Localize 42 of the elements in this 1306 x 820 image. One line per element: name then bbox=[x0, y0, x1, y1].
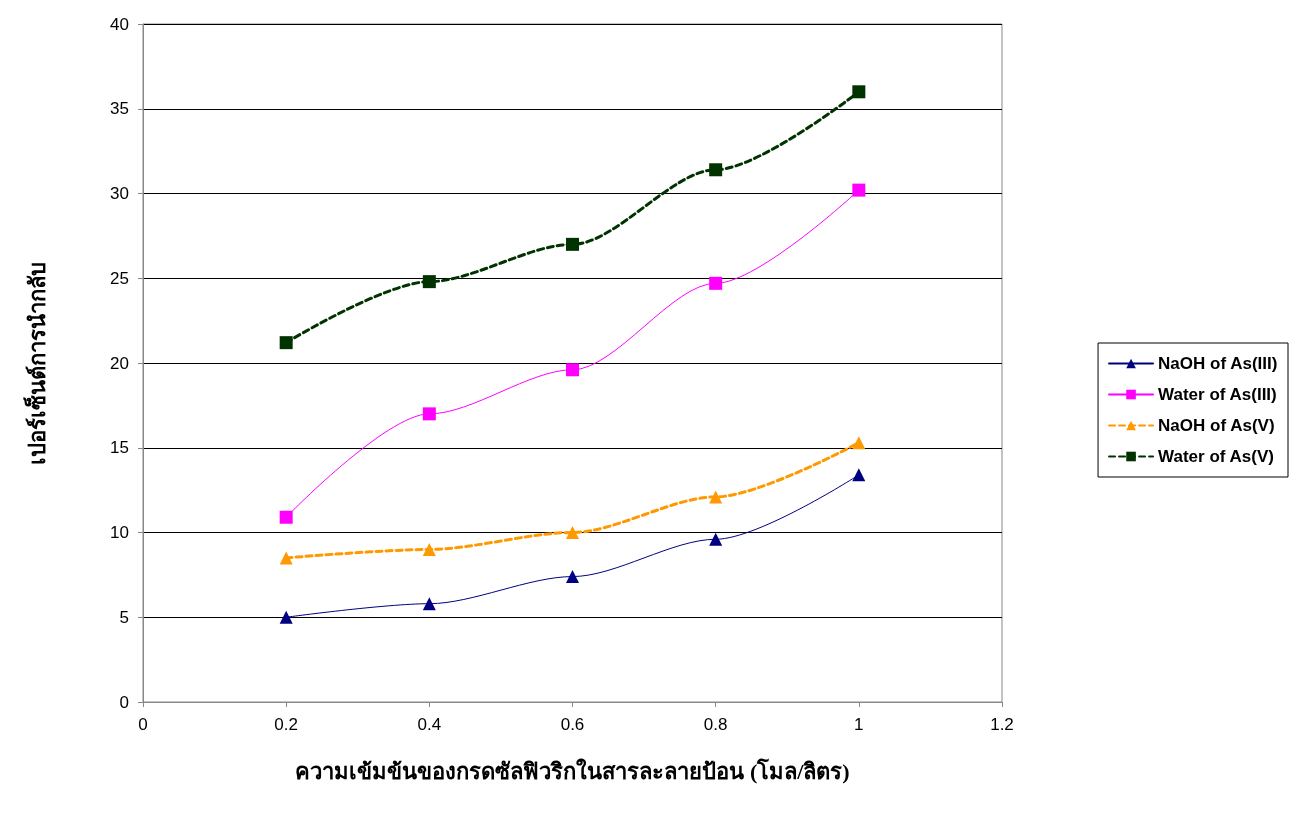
point bbox=[852, 85, 866, 99]
point bbox=[566, 570, 579, 584]
point bbox=[566, 526, 579, 539]
x-tick-label: 0.2 bbox=[274, 715, 298, 734]
y-tick-label: 15 bbox=[110, 438, 129, 458]
x-tick-label: 1 bbox=[854, 715, 864, 734]
legend-label: NaOH of As(III) bbox=[1158, 354, 1278, 373]
x-axis-title: ความเข้มข้นของกรดซัลฟิวริกในสารละลายป้อน (โมล/ลิตร) bbox=[295, 757, 850, 784]
point bbox=[279, 336, 293, 350]
y-tick-label: 5 bbox=[119, 607, 129, 627]
point bbox=[709, 532, 723, 546]
point bbox=[279, 510, 293, 524]
point bbox=[852, 436, 866, 450]
point bbox=[422, 407, 436, 421]
point bbox=[279, 610, 293, 624]
point bbox=[422, 597, 436, 611]
point bbox=[279, 551, 293, 565]
y-tick-label: 40 bbox=[110, 14, 129, 34]
legend-label: Water of As(III) bbox=[1158, 385, 1277, 404]
y-tick-label: 30 bbox=[110, 184, 129, 203]
y-axis-title: เปอร์เซ็นต์การนำกลับ bbox=[22, 261, 50, 465]
x-tick-label: 0.6 bbox=[560, 715, 585, 734]
y-tick-label: 35 bbox=[110, 99, 129, 119]
point bbox=[566, 363, 579, 377]
y-tick-label: 25 bbox=[110, 268, 129, 288]
x-tick-label: 0 bbox=[138, 715, 148, 734]
legend-label: NaOH of As(V) bbox=[1158, 416, 1275, 435]
point bbox=[709, 163, 723, 177]
legend-label: Water of As(V) bbox=[1158, 447, 1274, 466]
point bbox=[422, 275, 436, 289]
y-tick-label: 20 bbox=[110, 353, 129, 373]
point bbox=[852, 183, 866, 197]
point bbox=[709, 490, 723, 504]
point bbox=[709, 276, 723, 290]
point bbox=[422, 542, 436, 556]
y-tick-label: 10 bbox=[110, 523, 129, 542]
x-tick-label: 0.8 bbox=[703, 715, 728, 734]
x-tick-label: 1.2 bbox=[990, 715, 1014, 734]
x-tick-label: 0.4 bbox=[417, 715, 442, 734]
point bbox=[566, 237, 579, 251]
y-tick-label: 0 bbox=[119, 692, 129, 712]
point bbox=[852, 468, 866, 482]
